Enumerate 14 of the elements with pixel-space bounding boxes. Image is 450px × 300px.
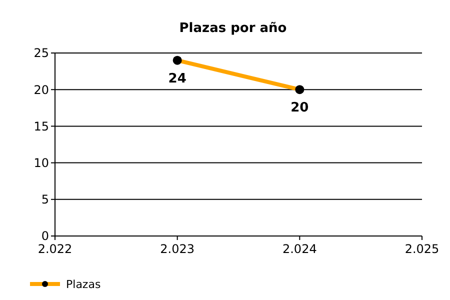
y-tick-label: 10: [34, 156, 49, 170]
y-tick-label: 0: [41, 229, 49, 244]
x-tick-label: 2.023: [160, 242, 195, 256]
x-tick-label: 2.025: [404, 242, 440, 256]
y-tick-label: 15: [34, 119, 49, 134]
x-tick-label: 2.024: [282, 242, 317, 256]
x-tick-label: 2.022: [38, 242, 72, 256]
y-tick-label: 25: [34, 46, 49, 60]
data-label: 20: [290, 100, 309, 116]
legend-label: Plazas: [66, 278, 101, 291]
chart-title: Plazas por año: [179, 21, 287, 36]
y-tick-label: 20: [34, 82, 49, 97]
y-tick-label: 5: [41, 192, 49, 207]
data-label: 24: [168, 71, 186, 86]
